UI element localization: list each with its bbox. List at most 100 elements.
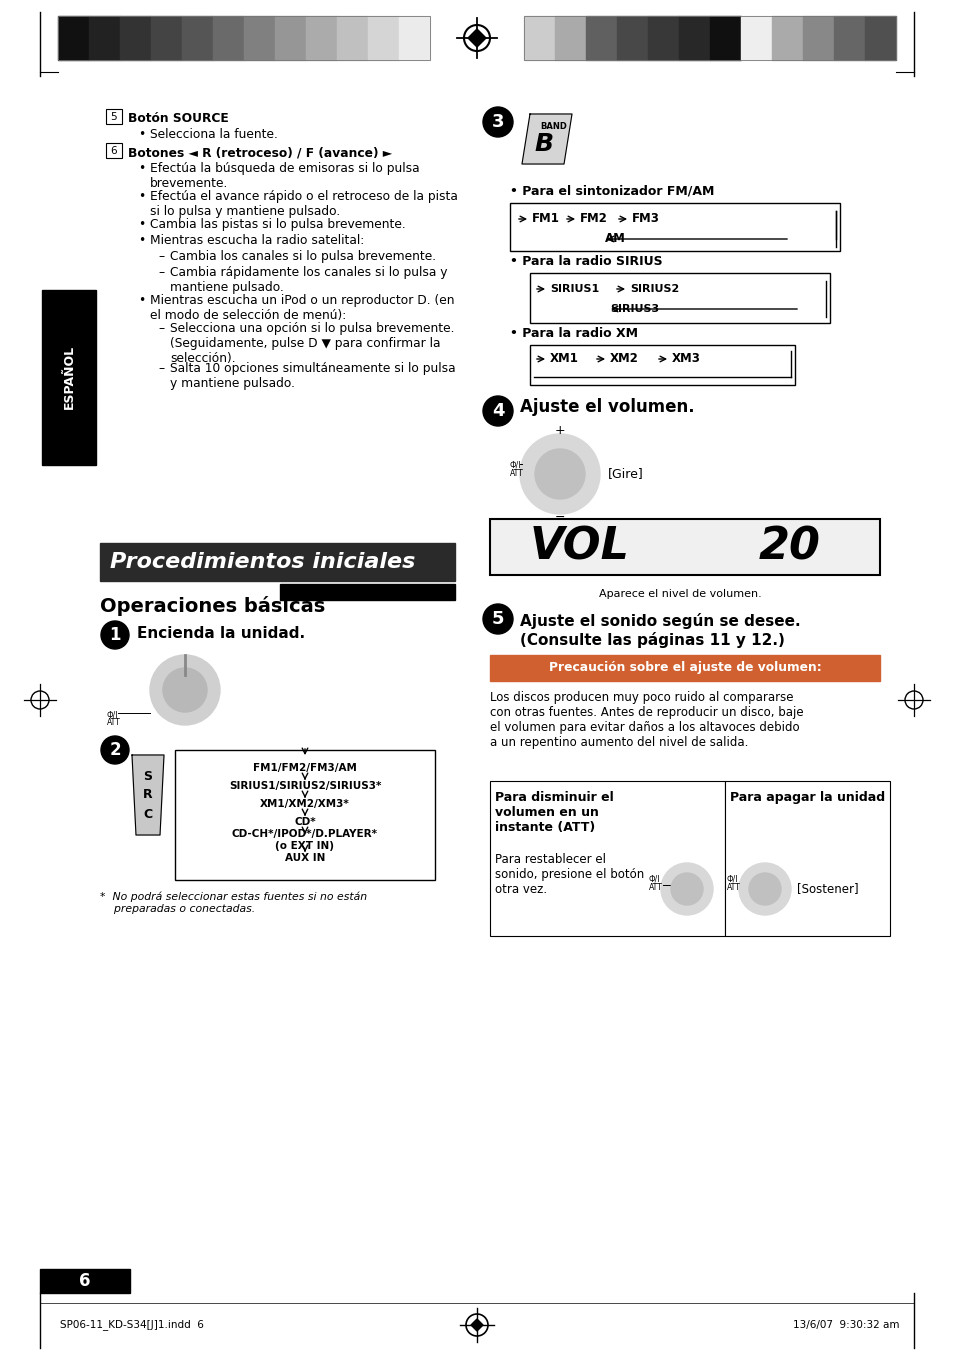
Circle shape — [670, 873, 702, 904]
Bar — [679, 16, 709, 59]
Text: Ф/I: Ф/I — [107, 710, 118, 719]
Text: 3: 3 — [491, 114, 504, 131]
Bar — [617, 16, 647, 59]
Text: FM1: FM1 — [532, 212, 559, 226]
Circle shape — [739, 863, 790, 915]
Text: FM2: FM2 — [579, 212, 607, 226]
Bar — [368, 16, 398, 59]
Text: Mientras escucha la radio satelital:: Mientras escucha la radio satelital: — [150, 234, 364, 247]
Text: SIRIUS3: SIRIUS3 — [609, 304, 659, 314]
Bar — [58, 16, 430, 59]
Bar — [306, 16, 336, 59]
Text: 20: 20 — [759, 526, 821, 568]
Bar — [523, 16, 895, 59]
Polygon shape — [132, 754, 164, 836]
Bar — [585, 16, 617, 59]
Text: •: • — [138, 218, 145, 231]
Bar — [106, 110, 122, 124]
Text: Ф/I: Ф/I — [648, 875, 659, 883]
Bar — [151, 16, 182, 59]
Text: –: – — [158, 266, 164, 279]
Text: XM3: XM3 — [671, 353, 700, 365]
Text: Mientras escucha un iPod o un reproductor D. (en
el modo de selección de menú):: Mientras escucha un iPod o un reproducto… — [150, 293, 454, 322]
Text: SIRIUS2: SIRIUS2 — [629, 284, 679, 293]
Text: AUX IN: AUX IN — [285, 853, 325, 863]
Text: Ajuste el sonido según se desee.
(Consulte las páginas 11 y 12.): Ajuste el sonido según se desee. (Consul… — [519, 612, 800, 648]
Bar — [490, 654, 879, 681]
Bar — [120, 16, 151, 59]
Text: ATT: ATT — [648, 883, 662, 891]
Bar — [555, 16, 585, 59]
Text: 13/6/07  9:30:32 am: 13/6/07 9:30:32 am — [793, 1320, 899, 1330]
Text: S
R
C: S R C — [143, 769, 152, 821]
Text: Encienda la unidad.: Encienda la unidad. — [137, 626, 305, 641]
Text: Para apagar la unidad: Para apagar la unidad — [729, 791, 884, 804]
Bar — [530, 273, 829, 323]
Text: *  No podrá seleccionar estas fuentes si no están
    preparadas o conectadas.: * No podrá seleccionar estas fuentes si … — [100, 892, 367, 914]
Text: • Para el sintonizador FM/AM: • Para el sintonizador FM/AM — [510, 185, 714, 197]
Bar — [100, 544, 455, 581]
Bar — [336, 16, 368, 59]
Text: –: – — [158, 362, 164, 375]
Text: ATT: ATT — [510, 469, 523, 479]
Circle shape — [519, 434, 599, 514]
Text: XM1: XM1 — [550, 353, 578, 365]
Circle shape — [482, 604, 513, 634]
Bar — [490, 519, 879, 575]
Text: –: – — [158, 322, 164, 335]
Bar — [280, 584, 455, 600]
Text: FM1/FM2/FM3/AM: FM1/FM2/FM3/AM — [253, 763, 356, 773]
Bar — [510, 203, 840, 251]
Text: •: • — [138, 293, 145, 307]
Text: AM: AM — [604, 233, 625, 246]
Text: 2: 2 — [109, 741, 121, 758]
Bar — [724, 781, 889, 936]
Bar — [274, 16, 306, 59]
Circle shape — [748, 873, 781, 904]
Text: VOL: VOL — [530, 526, 629, 568]
Text: • Para la radio XM: • Para la radio XM — [510, 327, 638, 339]
Text: [Gire]: [Gire] — [607, 468, 643, 480]
Text: Ф/I: Ф/I — [510, 461, 521, 470]
Text: Los discos producen muy poco ruido al compararse
con otras fuentes. Antes de rep: Los discos producen muy poco ruido al co… — [490, 691, 802, 749]
Bar — [40, 1270, 130, 1293]
Text: CD-CH*/IPOD*/D.PLAYER*
(o EXT IN): CD-CH*/IPOD*/D.PLAYER* (o EXT IN) — [232, 829, 377, 850]
Text: Ajuste el volumen.: Ajuste el volumen. — [519, 397, 694, 416]
Bar — [58, 16, 89, 59]
Text: Selecciona la fuente.: Selecciona la fuente. — [150, 128, 277, 141]
Text: Salta 10 opciones simultáneamente si lo pulsa
y mantiene pulsado.: Salta 10 opciones simultáneamente si lo … — [170, 362, 456, 389]
Text: SP06-11_KD-S34[J]1.indd  6: SP06-11_KD-S34[J]1.indd 6 — [60, 1320, 204, 1330]
Circle shape — [101, 735, 129, 764]
Text: Operaciones básicas: Operaciones básicas — [100, 596, 325, 617]
Bar — [182, 16, 213, 59]
Text: •: • — [138, 191, 145, 203]
Text: •: • — [138, 128, 145, 141]
Text: [Sostener]: [Sostener] — [796, 883, 858, 895]
Text: XM1/XM2/XM3*: XM1/XM2/XM3* — [260, 799, 350, 808]
Bar — [42, 289, 96, 465]
Circle shape — [660, 863, 712, 915]
Text: 1: 1 — [110, 626, 121, 644]
Text: Cambia las pistas si lo pulsa brevemente.: Cambia las pistas si lo pulsa brevemente… — [150, 218, 405, 231]
Bar — [244, 16, 274, 59]
Text: Aparece el nivel de volumen.: Aparece el nivel de volumen. — [598, 589, 760, 599]
Text: BAND: BAND — [539, 122, 566, 131]
Circle shape — [150, 654, 220, 725]
Text: 6: 6 — [111, 146, 117, 155]
Text: ATT: ATT — [726, 883, 740, 891]
Text: • Para la radio SIRIUS: • Para la radio SIRIUS — [510, 256, 662, 268]
Circle shape — [482, 107, 513, 137]
Text: Cambia rápidamente los canales si lo pulsa y
mantiene pulsado.: Cambia rápidamente los canales si lo pul… — [170, 266, 447, 293]
Bar — [771, 16, 802, 59]
Text: +: + — [554, 425, 565, 438]
Text: Para restablecer el
sonido, presione el botón
otra vez.: Para restablecer el sonido, presione el … — [495, 853, 643, 896]
Text: Procedimientos iniciales: Procedimientos iniciales — [110, 552, 415, 572]
Text: Precaución sobre el ajuste de volumen:: Precaución sobre el ajuste de volumen: — [548, 661, 821, 675]
Text: ESPAÑOL: ESPAÑOL — [63, 345, 75, 410]
Text: Efectúa el avance rápido o el retroceso de la pista
si lo pulsa y mantiene pulsa: Efectúa el avance rápido o el retroceso … — [150, 191, 457, 218]
Text: 5: 5 — [491, 610, 504, 627]
Text: 6: 6 — [79, 1272, 91, 1290]
Polygon shape — [521, 114, 572, 164]
Text: •: • — [138, 162, 145, 174]
Text: •: • — [138, 234, 145, 247]
